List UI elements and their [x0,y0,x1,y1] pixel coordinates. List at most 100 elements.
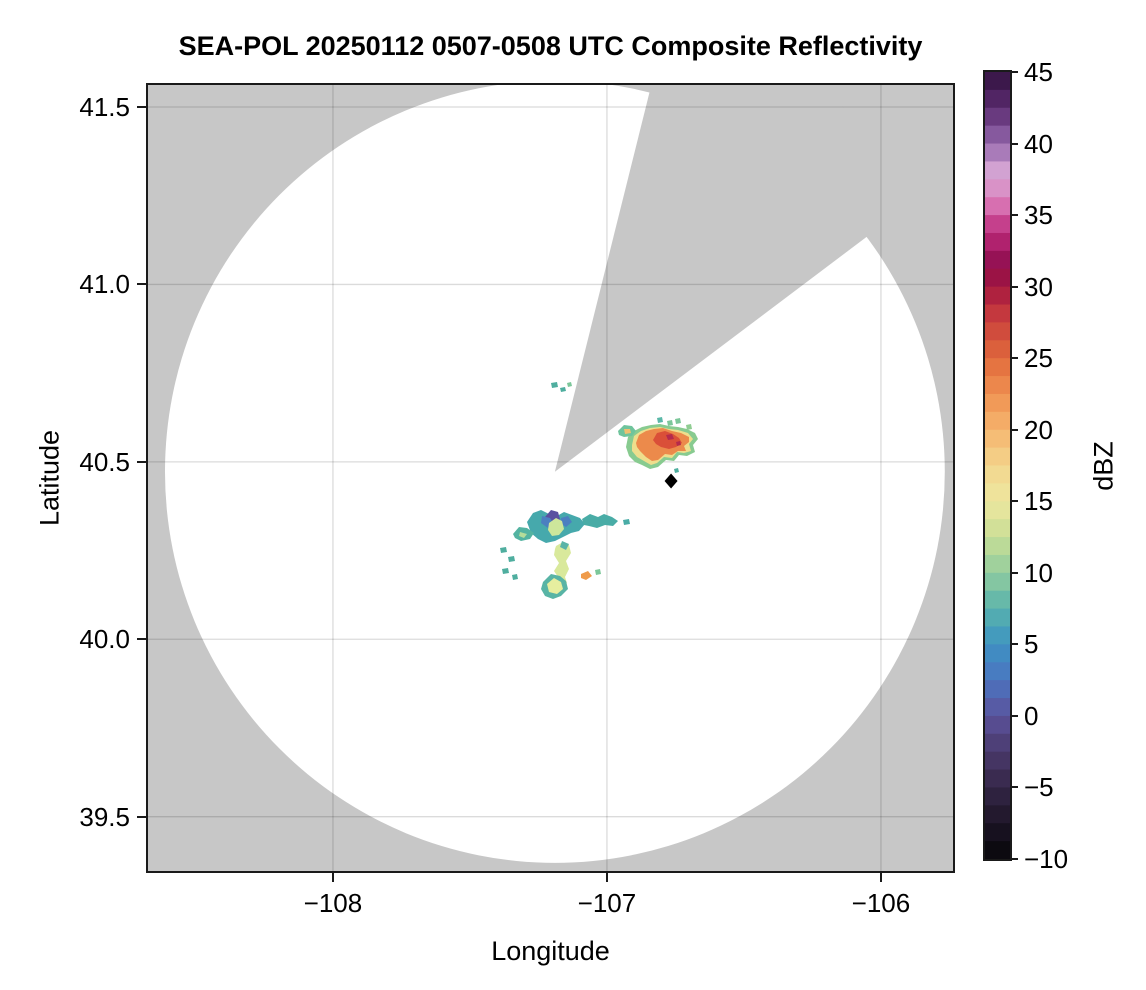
x-tick-mark [605,873,608,882]
x-tick-mark [331,873,334,882]
colorbar-band [985,841,1010,860]
colorbar-tick-mark [1010,71,1018,73]
echo-sw-west-arm-green [519,532,527,538]
colorbar-band [985,304,1010,324]
echo-sw-speck-2 [508,556,515,562]
colorbar-tick-mark [1010,214,1018,217]
y-tick-label: 40.0 [79,624,130,655]
colorbar-tick-label: 30 [1024,271,1053,302]
colorbar-band [985,537,1010,556]
plot-title: SEA-POL 20250112 0507-0508 UTC Composite… [178,31,923,61]
colorbar-band [985,358,1010,377]
colorbar-band [985,393,1010,413]
colorbar-band [985,429,1010,449]
colorbar-band [985,590,1010,610]
colorbar-tick-mark [1010,500,1018,503]
colorbar-band [985,250,1010,270]
colorbar-tick-mark [1010,643,1018,646]
colorbar-tick-mark [1010,285,1018,288]
colorbar-tick-mark [1010,357,1018,360]
colorbar-band [985,179,1010,198]
colorbar-band [985,769,1010,789]
colorbar-band [985,322,1010,341]
y-tick-label: 41.5 [79,92,130,122]
colorbar-band [985,554,1010,574]
echo-apex-speck-2 [560,387,566,392]
colorbar-label: dBZ [1088,441,1119,491]
y-tick-label: 41.0 [79,269,130,300]
colorbar-band [985,823,1010,842]
colorbar-band [985,447,1010,467]
colorbar-band [985,161,1010,181]
colorbar-band [985,715,1010,735]
echo-sw-speck-1 [500,547,507,553]
colorbar-band [985,572,1010,592]
echo-sw-speck-3 [502,568,509,574]
echo-sw-east-arm [582,514,618,528]
colorbar-band [985,733,1010,753]
colorbar-band [985,680,1010,699]
echo-sw-blue-2 [560,516,572,527]
colorbar-tick-mark [1010,858,1018,860]
colorbar-band [985,232,1010,252]
colorbar-band [985,125,1010,145]
colorbar-tick-mark [1010,428,1018,431]
radar-blocked-sector [554,85,931,472]
y-tick-mark [137,283,146,286]
x-tick-label: −107 [577,888,637,918]
echo-ne-speck-2 [667,420,673,426]
y-tick-label: 39.5 [79,801,130,832]
colorbar-band [985,608,1010,628]
colorbar-tick-mark [1010,142,1018,145]
colorbar-gradient [985,72,1010,860]
echo-ne-crimson-2 [676,441,681,446]
y-tick-mark [137,460,146,463]
echo-ne-speck-4 [686,424,692,430]
echo-ne-speck-3 [675,418,681,424]
colorbar-band [985,465,1010,485]
colorbar-band [985,72,1010,91]
echo-sw-bottom-core [547,578,563,594]
echo-ne-red [653,431,682,449]
colorbar-band [985,89,1010,109]
colorbar-band [985,215,1010,234]
colorbar-band [985,787,1010,807]
x-tick-mark [879,873,882,882]
echo-ne-west-blob-core [624,429,631,434]
colorbar-band [985,519,1010,538]
colorbar-tick-label: 15 [1024,486,1053,517]
y-tick-mark [137,638,146,641]
site-diamond-marker [664,473,678,489]
colorbar-band [985,411,1010,431]
colorbar-tick-label: 40 [1024,128,1053,159]
echo-ne-speck-1 [657,417,663,423]
y-axis-label: Latitude [34,429,65,527]
colorbar-band [985,698,1010,717]
colorbar-tick-label: 10 [1024,557,1053,588]
x-tick-label: −106 [851,888,911,918]
echo-ne-diamond-speck [674,468,679,473]
colorbar-band [985,501,1010,520]
colorbar-tick-label: 20 [1024,414,1053,445]
colorbar-band [985,626,1010,646]
colorbar-tick-mark [1010,714,1018,717]
y-tick-mark [137,815,146,818]
colorbar-band [985,197,1010,216]
y-tick-label: 40.5 [79,446,130,477]
colorbar-tick-label: 45 [1024,57,1053,87]
radar-map-canvas [148,85,953,871]
y-tick-mark [137,106,146,108]
echo-sw-stalk-teal [560,541,569,550]
colorbar-tick-mark [1010,786,1018,789]
echo-ne-crimson-1 [666,434,674,440]
x-axis-label: Longitude [491,936,610,966]
colorbar-tick-label: 5 [1024,629,1039,660]
echo-sw-east-speck [623,519,630,525]
colorbar-band [985,662,1010,681]
echo-sw-orange-speck [581,571,592,580]
colorbar-tick-label: 35 [1024,200,1053,231]
colorbar-tick-label: −10 [1024,844,1069,874]
colorbar [983,70,1012,861]
colorbar-band [985,483,1010,502]
